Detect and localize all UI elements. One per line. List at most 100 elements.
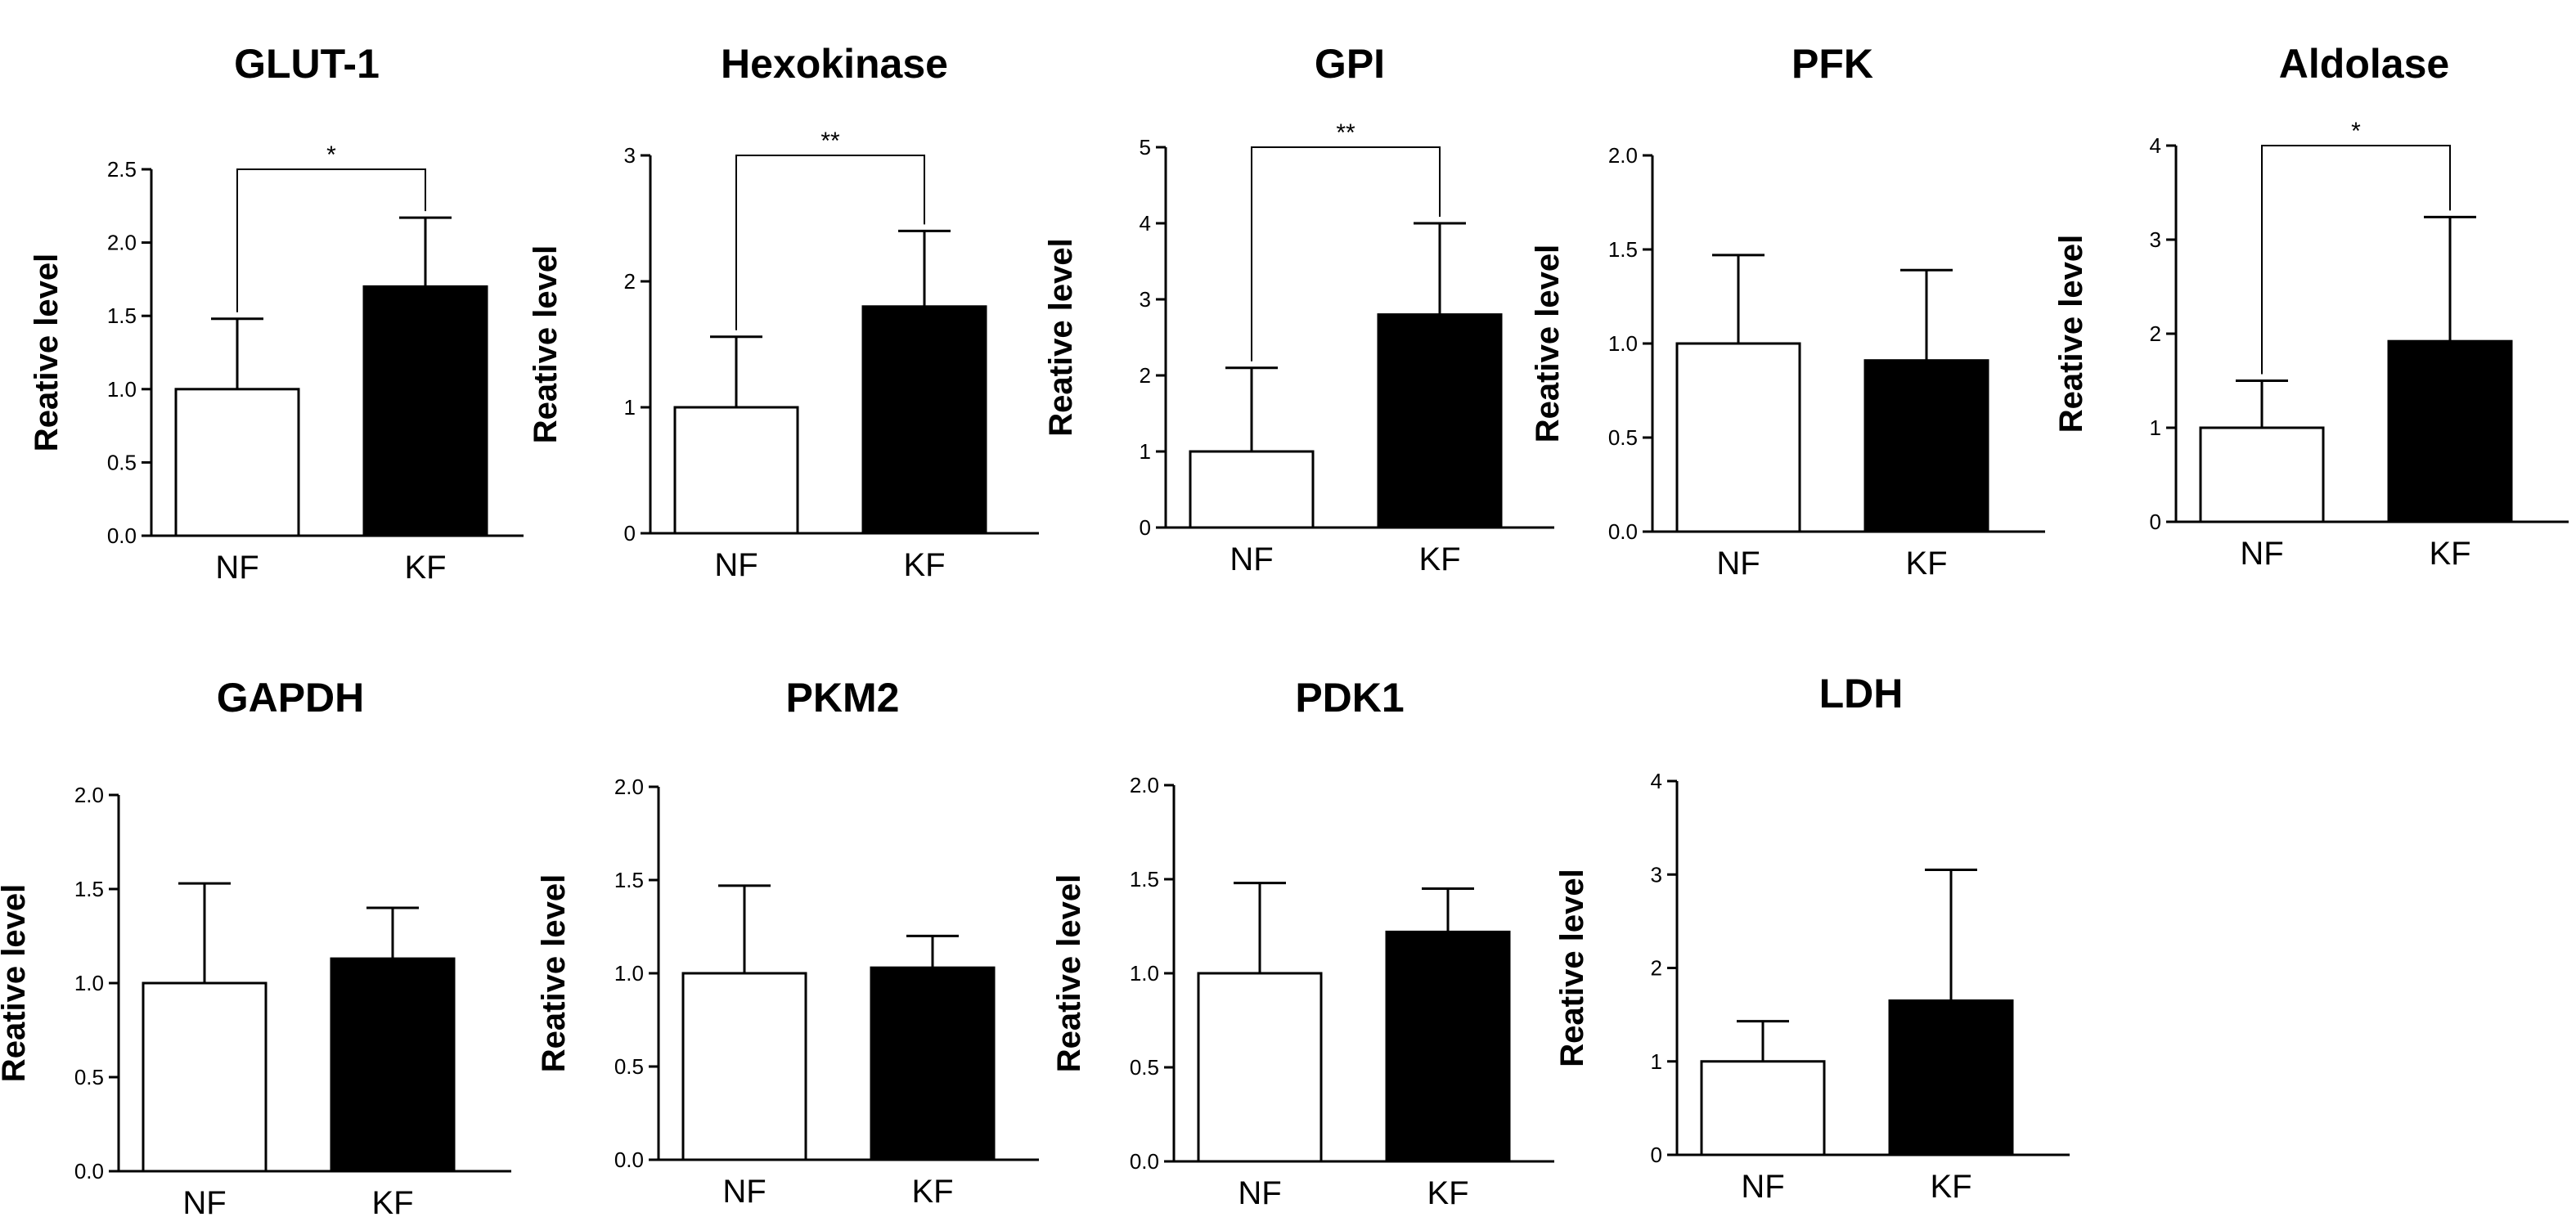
x-category-label: NF: [1716, 546, 1760, 582]
x-category-label: KF: [2429, 536, 2470, 572]
y-tick-label: 1.0: [1608, 331, 1638, 356]
bar-nf: [1197, 972, 1323, 1163]
x-category-label: KF: [903, 547, 945, 583]
y-axis-label: Reative level: [1051, 874, 1087, 1072]
y-tick-label: 2: [624, 269, 636, 294]
y-tick-label: 3: [624, 143, 636, 168]
y-axis-label: Reative level: [536, 874, 572, 1072]
y-axis-label: Reative level: [528, 245, 564, 443]
y-tick-label: 0.0: [74, 1159, 104, 1183]
x-category-label: KF: [404, 550, 446, 586]
y-tick-label: 0.0: [1608, 519, 1638, 544]
y-tick-label: 4: [1140, 211, 1151, 236]
bar-kf: [1377, 313, 1503, 529]
y-tick-label: 5: [1140, 135, 1151, 159]
y-tick-label: 3: [1140, 287, 1151, 312]
significance-marker: **: [820, 128, 840, 155]
y-axis-label: Reative level: [1554, 869, 1590, 1067]
x-category-label: KF: [1905, 546, 1947, 582]
y-tick-label: 0.0: [1130, 1149, 1159, 1174]
y-tick-label: 1.0: [614, 961, 644, 986]
significance-bracket: [1251, 146, 1441, 362]
chart-panel: PKM2 Reative level 0.0 0.5 1.0 1.5 2.0 NF KF: [524, 654, 1051, 1226]
x-category-label: NF: [714, 547, 758, 583]
y-tick-label: 1.5: [614, 868, 644, 892]
x-category-label: KF: [1427, 1175, 1468, 1211]
y-tick-label: 2.0: [1130, 773, 1159, 797]
chart-panel: PFK Reative level 0.0 0.5 1.0 1.5 2.0 NF KF: [1530, 16, 2061, 605]
y-tick-label: 1.0: [107, 377, 137, 402]
x-category-label: KF: [911, 1174, 953, 1210]
y-tick-label: 2: [2150, 321, 2161, 346]
y-tick-label: 1.5: [1608, 237, 1638, 262]
x-category-label: NF: [1238, 1175, 1281, 1211]
y-tick-label: 2.0: [1608, 143, 1638, 168]
significance-marker: *: [326, 141, 336, 168]
x-category-label: NF: [1741, 1169, 1784, 1205]
x-category-label: KF: [371, 1185, 413, 1221]
y-tick-label: 1: [1140, 439, 1151, 464]
bar-kf: [861, 305, 987, 535]
x-category-label: NF: [1230, 541, 1273, 577]
bar-nf: [2199, 426, 2325, 523]
chart-title: GPI: [1315, 41, 1385, 87]
y-tick-label: 2.5: [107, 157, 137, 182]
y-tick-label: 1.5: [74, 877, 104, 901]
x-category-label: NF: [215, 550, 258, 586]
y-tick-label: 1: [2150, 415, 2161, 440]
x-category-label: NF: [722, 1174, 766, 1210]
bar-kf: [1888, 999, 2014, 1156]
bar-kf: [1863, 359, 1989, 533]
y-tick-label: 4: [1651, 769, 1662, 793]
bar-kf: [330, 957, 456, 1173]
y-tick-label: 2: [1140, 363, 1151, 388]
x-category-label: NF: [182, 1185, 226, 1221]
chart-panel: GPI Reative level 0 1 2 3 4 5 NF KF **: [1039, 16, 1558, 605]
chart-title: GAPDH: [217, 675, 365, 721]
chart-panel: GAPDH Reative level 0.0 0.5 1.0 1.5 2.0 NF KF: [0, 654, 511, 1226]
bar-kf: [870, 966, 996, 1161]
y-tick-label: 1.0: [1130, 961, 1159, 986]
y-tick-label: 2.0: [107, 231, 137, 255]
chart-panel: Hexokinase Reative level 0 1 2 3 NF KF **: [524, 16, 1043, 605]
bar-nf: [1189, 450, 1315, 529]
bar-nf: [1675, 342, 1801, 533]
bar-nf: [1700, 1060, 1826, 1156]
y-axis-label: Reative level: [29, 254, 65, 451]
y-tick-label: 1.5: [1130, 867, 1159, 891]
y-axis-label: Reative level: [2053, 235, 2089, 433]
y-tick-label: 1.0: [74, 971, 104, 995]
y-tick-label: 2: [1651, 956, 1662, 981]
chart-title: Hexokinase: [721, 41, 948, 87]
significance-bracket: [2261, 145, 2451, 375]
chart-panel: PDK1 Reative level 0.0 0.5 1.0 1.5 2.0 NF KF: [1039, 654, 1567, 1226]
bar-kf: [1385, 930, 1511, 1163]
chart-title: LDH: [1819, 671, 1904, 716]
x-category-label: KF: [1930, 1169, 1971, 1205]
y-tick-label: 3: [2150, 227, 2161, 252]
bar-kf: [2387, 339, 2513, 523]
y-tick-label: 3: [1651, 862, 1662, 887]
y-tick-label: 0: [624, 521, 636, 546]
y-axis-label: Reative level: [0, 884, 32, 1082]
chart-title: PDK1: [1295, 675, 1404, 721]
y-tick-label: 0.0: [614, 1147, 644, 1172]
chart-title: Aldolase: [2279, 41, 2449, 87]
chart-panel: GLUT-1 Reative level 0.0 0.5 1.0 1.5 2.0 2.5 NF K…: [0, 25, 544, 597]
bar-kf: [362, 285, 488, 537]
y-tick-label: 0: [2150, 510, 2161, 534]
y-tick-label: 0: [1140, 515, 1151, 540]
y-tick-label: 0.5: [107, 450, 137, 474]
chart-title: PKM2: [786, 675, 900, 721]
significance-marker: **: [1336, 119, 1355, 146]
significance-bracket: [735, 155, 925, 330]
y-tick-label: 1: [624, 395, 636, 420]
chart-panel: LDH Reative level 0 1 2 3 4 NF KF: [1554, 654, 2070, 1226]
y-axis-label: Reative level: [1043, 238, 1079, 436]
y-axis-label: Reative level: [1530, 245, 1566, 442]
y-tick-label: 1: [1651, 1049, 1662, 1074]
y-tick-label: 0: [1651, 1143, 1662, 1167]
y-tick-label: 2.0: [614, 775, 644, 799]
y-tick-label: 0.5: [1608, 425, 1638, 450]
